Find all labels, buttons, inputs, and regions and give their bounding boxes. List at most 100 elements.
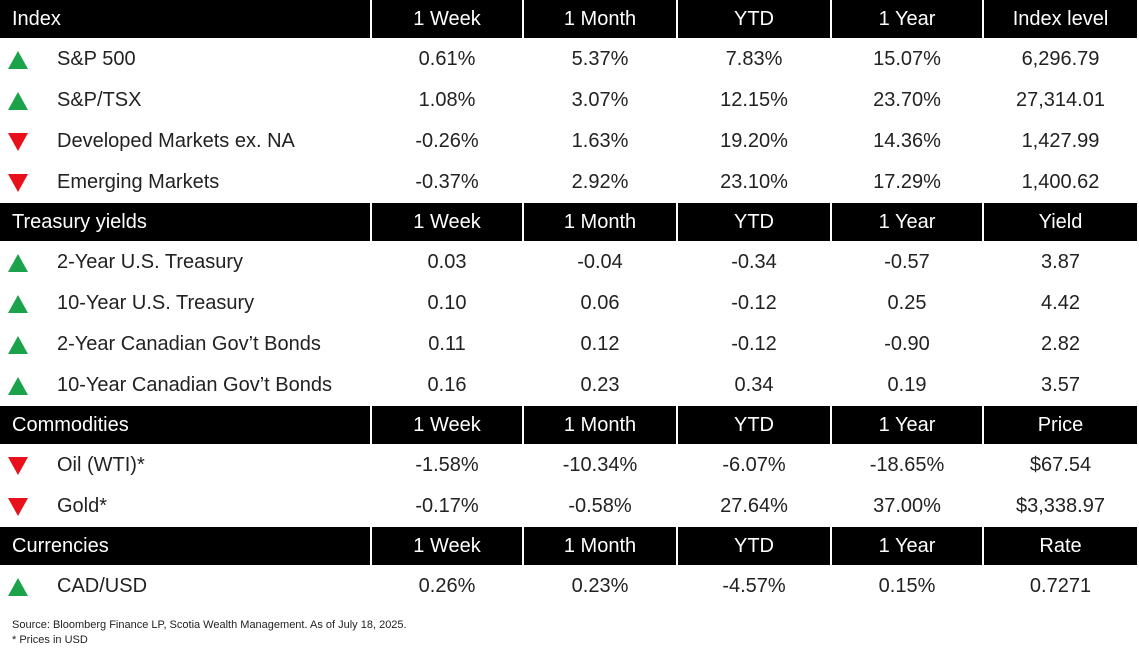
cell-text: -0.34 <box>731 251 777 273</box>
cell-text: 27,314.01 <box>1016 89 1105 111</box>
cell-text: 19.20% <box>720 130 788 152</box>
row-label: 2-Year U.S. Treasury <box>0 242 370 283</box>
value-cell: -0.17% <box>372 486 522 527</box>
trend-arrow <box>8 377 28 395</box>
value-cell: $67.54 <box>984 445 1137 486</box>
source-note: Source: Bloomberg Finance LP, Scotia Wea… <box>12 619 407 631</box>
cell-text: 3.07% <box>571 89 629 111</box>
arrow-up <box>8 377 28 395</box>
value-cell: 0.12 <box>524 324 676 365</box>
value-cell: 1.63% <box>524 121 676 162</box>
cell-text: -0.26% <box>415 130 479 152</box>
cell-text: 0.03 <box>427 251 467 273</box>
row-label: S&P 500 <box>0 39 370 80</box>
table-section: Treasury yields 1 Week 1 Month YTD 1 Year Yie… <box>0 203 1139 406</box>
cell-text: 0.06 <box>580 292 620 314</box>
value-cell: 0.25 <box>832 283 982 324</box>
value-cell: 14.36% <box>832 121 982 162</box>
arrow-down <box>8 133 28 151</box>
cell-text: 10-Year Canadian Gov’t Bonds <box>57 374 332 396</box>
cell-text: S&P 500 <box>57 48 136 70</box>
cell-text: -1.58% <box>415 454 479 476</box>
cell-text: -0.37% <box>415 171 479 193</box>
cell-text: 15.07% <box>873 48 941 70</box>
value-cell: 0.19 <box>832 365 982 406</box>
cell-text: 0.19 <box>887 374 927 396</box>
value-cell: 4.42 <box>984 283 1137 324</box>
cell-text: $3,338.97 <box>1016 495 1105 517</box>
row-label: 2-Year Canadian Gov’t Bonds <box>0 324 370 365</box>
trend-arrow <box>8 133 28 151</box>
cell-text: -18.65% <box>869 454 945 476</box>
cell-text: 0.23 <box>580 374 620 396</box>
value-cell: -10.34% <box>524 445 676 486</box>
data-row: Gold* -0.17% -0.58% 27.64% 37.00% $3,338.97 <box>0 486 1139 527</box>
header-cell: 1 Month <box>524 527 676 565</box>
cell-text: 1,427.99 <box>1021 130 1100 152</box>
table-section: Commodities 1 Week 1 Month YTD 1 Year Price Oi… <box>0 406 1139 527</box>
cell-text: 7.83% <box>725 48 783 70</box>
cell-text: 5.37% <box>571 48 629 70</box>
data-row: 10-Year U.S. Treasury 0.10 0.06 -0.12 0.25 4.… <box>0 283 1139 324</box>
header-cell: 1 Year <box>832 0 982 38</box>
value-cell: 0.06 <box>524 283 676 324</box>
cell-text: 0.10 <box>427 292 467 314</box>
data-row: 10-Year Canadian Gov’t Bonds 0.16 0.23 0.34… <box>0 365 1139 406</box>
value-cell: 7.83% <box>678 39 830 80</box>
value-cell: 15.07% <box>832 39 982 80</box>
value-cell: 3.87 <box>984 242 1137 283</box>
value-cell: 27.64% <box>678 486 830 527</box>
cell-text: 0.15% <box>878 575 936 597</box>
cell-text: -0.58% <box>568 495 632 517</box>
cell-text: -0.90 <box>884 333 930 355</box>
value-cell: -0.34 <box>678 242 830 283</box>
value-cell: 2.92% <box>524 162 676 203</box>
value-cell: -6.07% <box>678 445 830 486</box>
header-cell: Treasury yields <box>0 203 370 241</box>
row-label: Developed Markets ex. NA <box>0 121 370 162</box>
cell-text: Gold* <box>57 495 108 517</box>
value-cell: -18.65% <box>832 445 982 486</box>
value-cell: 0.23 <box>524 365 676 406</box>
row-label: 10-Year U.S. Treasury <box>0 283 370 324</box>
value-cell: -1.58% <box>372 445 522 486</box>
cell-text: -0.12 <box>731 292 777 314</box>
header-cell: YTD <box>678 406 830 444</box>
cell-text: 2.92% <box>571 171 629 193</box>
value-cell: 37.00% <box>832 486 982 527</box>
header-row: Currencies 1 Week 1 Month YTD 1 Year Rate <box>0 527 1139 565</box>
value-cell: -0.58% <box>524 486 676 527</box>
arrow-down <box>8 498 28 516</box>
market-table: Index 1 Week 1 Month YTD 1 Year Index level S&… <box>0 0 1139 607</box>
cell-text: Developed Markets ex. NA <box>57 130 295 152</box>
header-cell: 1 Week <box>372 527 522 565</box>
value-cell: 0.7271 <box>984 566 1137 607</box>
header-cell: Commodities <box>0 406 370 444</box>
header-cell: 1 Month <box>524 406 676 444</box>
value-cell: 2.82 <box>984 324 1137 365</box>
table-section: Currencies 1 Week 1 Month YTD 1 Year Rate CAD/… <box>0 527 1139 607</box>
arrow-up <box>8 295 28 313</box>
arrow-up <box>8 336 28 354</box>
cell-text: 2.82 <box>1041 333 1080 355</box>
value-cell: 5.37% <box>524 39 676 80</box>
arrow-down <box>8 174 28 192</box>
data-row: 2-Year Canadian Gov’t Bonds 0.11 0.12 -0.12… <box>0 324 1139 365</box>
value-cell: 6,296.79 <box>984 39 1137 80</box>
header-cell: 1 Month <box>524 0 676 38</box>
trend-arrow <box>8 457 28 475</box>
cell-text: 4.42 <box>1041 292 1080 314</box>
row-label: Emerging Markets <box>0 162 370 203</box>
header-cell: 1 Week <box>372 406 522 444</box>
header-cell: YTD <box>678 527 830 565</box>
table-section: Index 1 Week 1 Month YTD 1 Year Index level S&… <box>0 0 1139 203</box>
cell-text: 0.25 <box>887 292 927 314</box>
trend-arrow <box>8 174 28 192</box>
value-cell: 0.10 <box>372 283 522 324</box>
arrow-up <box>8 254 28 272</box>
header-cell: Rate <box>984 527 1137 565</box>
header-cell: 1 Year <box>832 527 982 565</box>
header-cell: Price <box>984 406 1137 444</box>
value-cell: 1,400.62 <box>984 162 1137 203</box>
data-row: CAD/USD 0.26% 0.23% -4.57% 0.15% 0.7271 <box>0 566 1139 607</box>
